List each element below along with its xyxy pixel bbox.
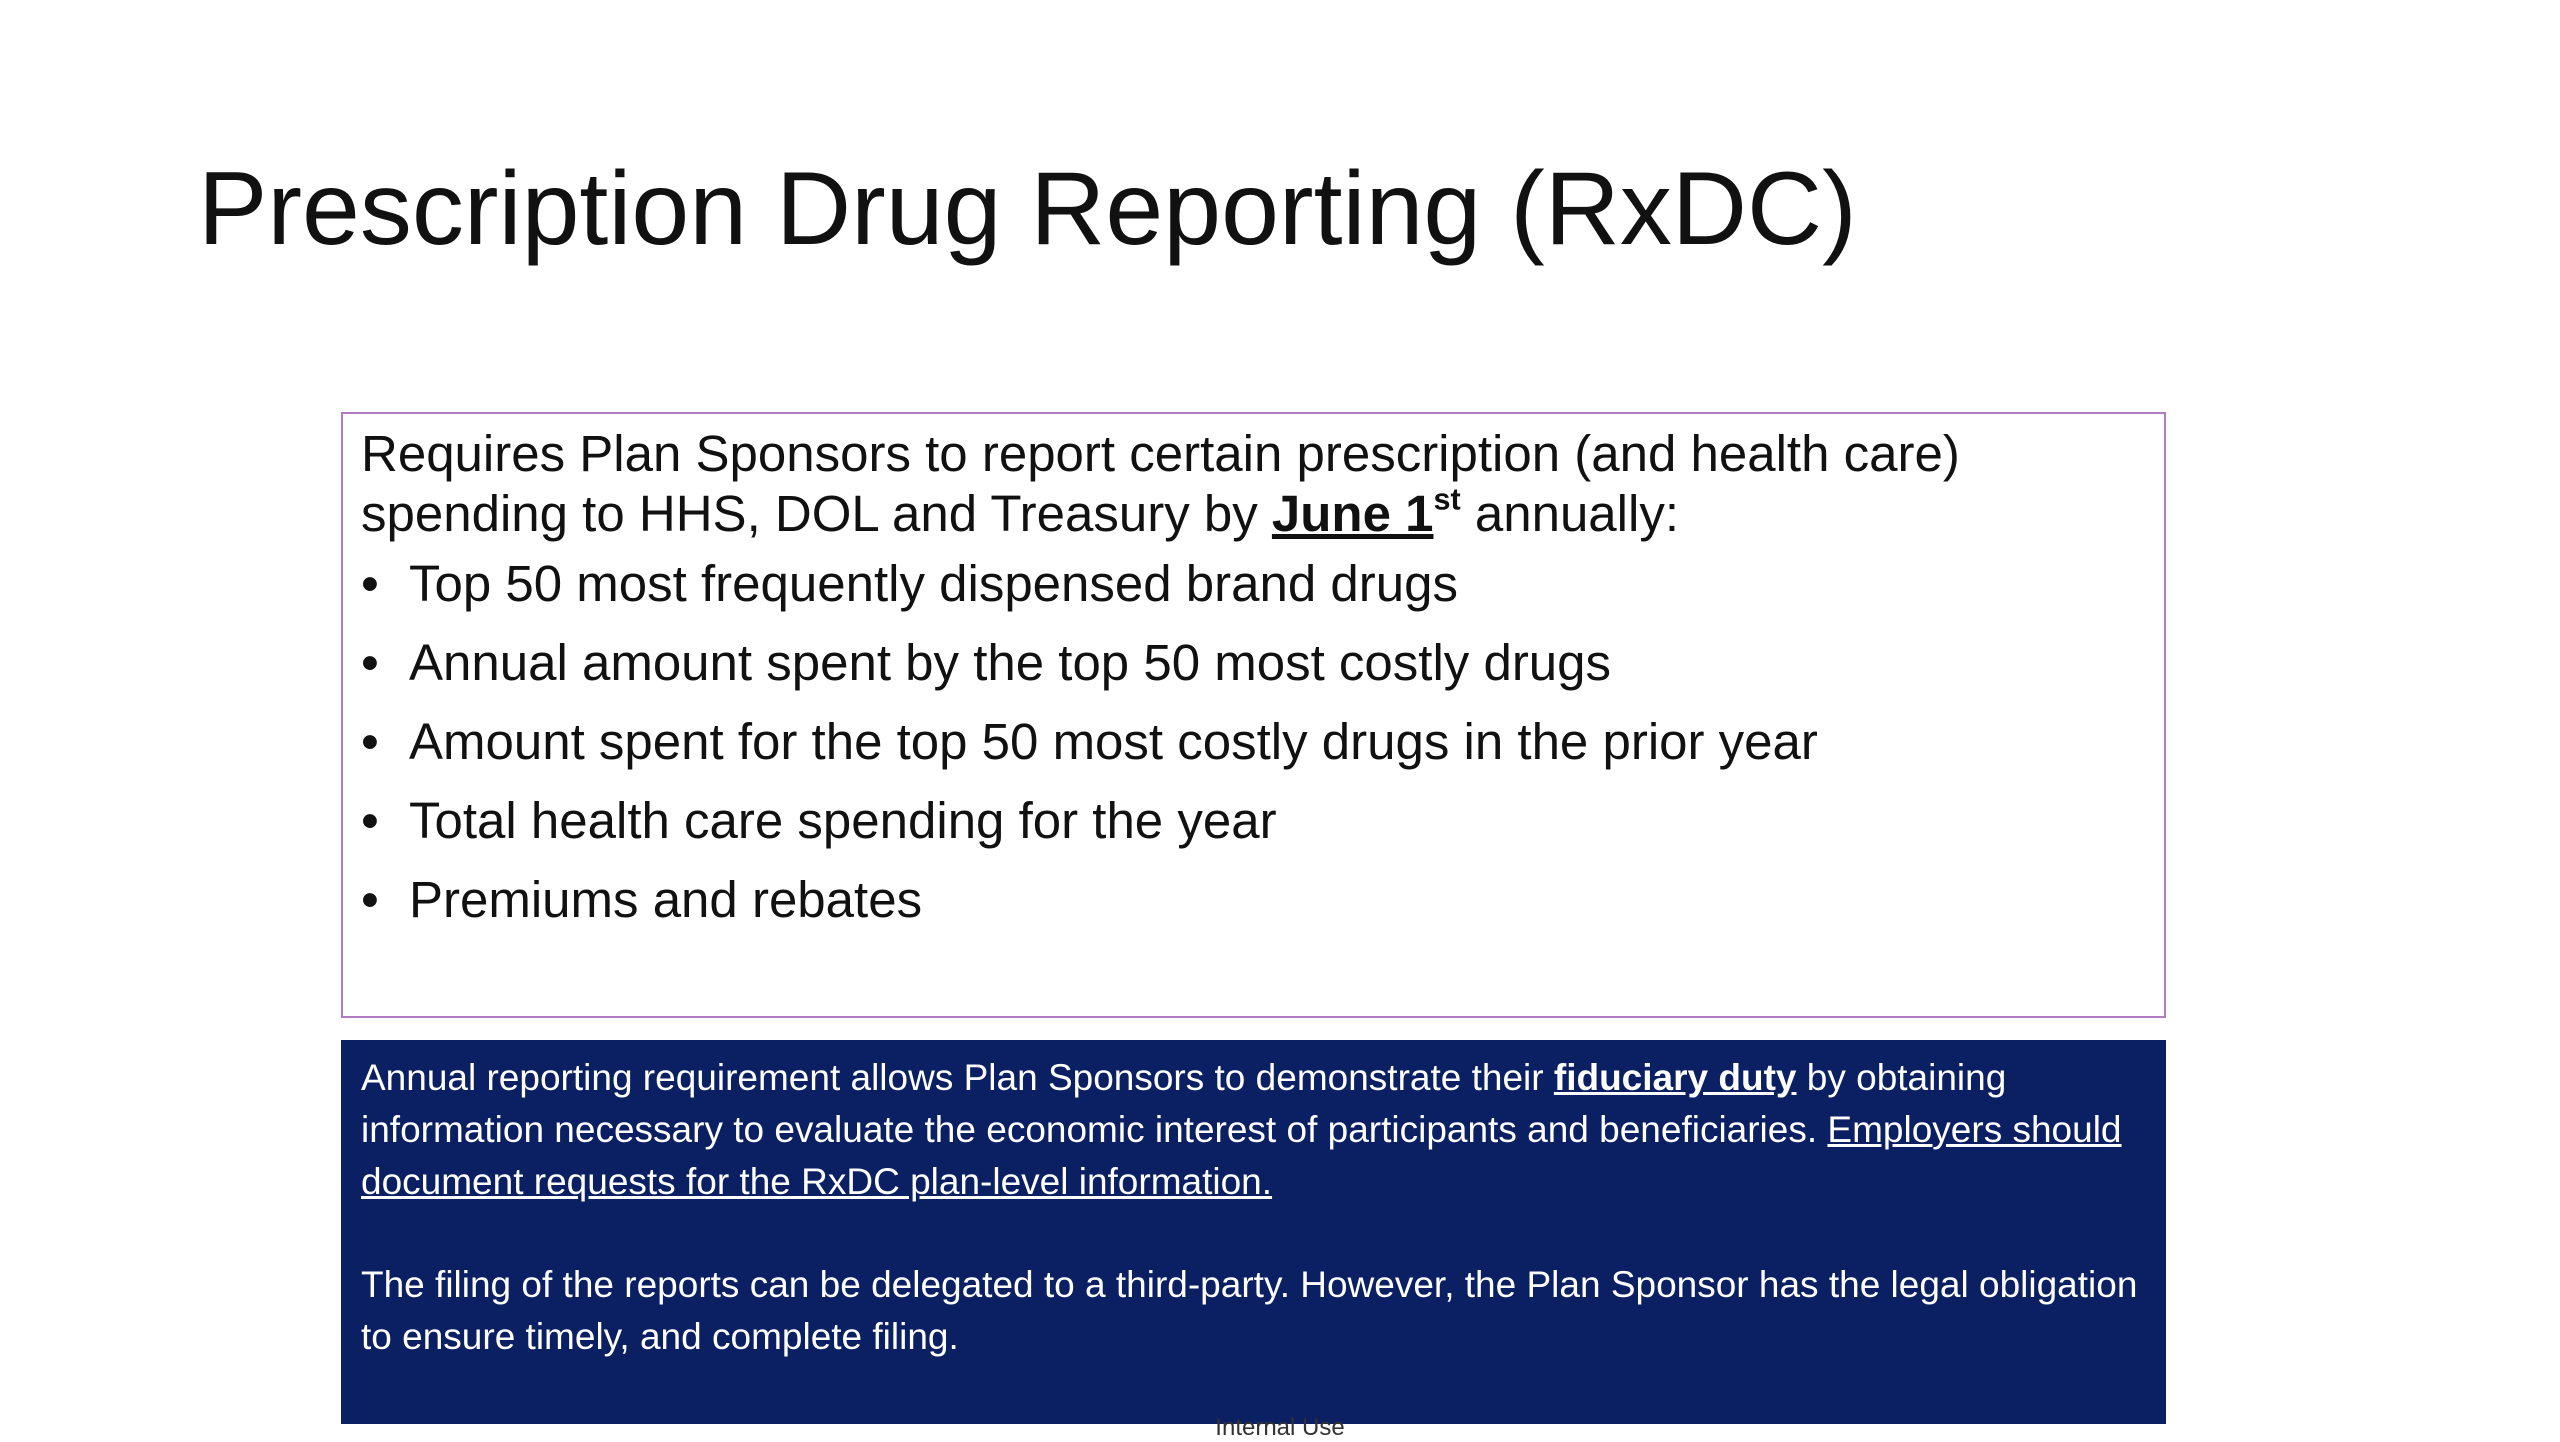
note-text: by obtaining information necessary to ev…	[361, 1057, 2007, 1150]
slide-title: Prescription Drug Reporting (RxDC)	[198, 151, 1857, 267]
bullet-item: Annual amount spent by the top 50 most c…	[361, 637, 2146, 688]
note-emphasis: fiduciary duty	[1553, 1057, 1797, 1098]
bullet-item: Top 50 most frequently dispensed brand d…	[361, 558, 2146, 609]
bullet-list: Top 50 most frequently dispensed brand d…	[361, 558, 2146, 925]
intro-date: June 1	[1271, 485, 1434, 543]
note-text: Annual reporting requirement allows Plan…	[361, 1057, 1554, 1098]
intro: Requires Plan Sponsors to report certain…	[361, 424, 2146, 544]
bullet-item: Total health care spending for the year	[361, 795, 2146, 846]
requirements-box: Requires Plan Sponsors to report certain…	[341, 412, 2166, 1018]
intro-date-suffix: st	[1433, 482, 1461, 517]
intro-end: annually:	[1460, 485, 1680, 543]
bullet-item: Amount spent for the top 50 most costly …	[361, 716, 2146, 767]
footer: Internal Use	[1215, 1414, 1345, 1441]
note-box: Annual reporting requirement allows Plan…	[341, 1040, 2166, 1424]
note-paragraph: Annual reporting requirement allows Plan…	[361, 1052, 2146, 1207]
intro-text: Requires Plan Sponsors to report certain…	[361, 425, 1960, 543]
note-underline: Employers should document requests for t…	[361, 1108, 2122, 1202]
bullet-item: Premiums and rebates	[361, 874, 2146, 925]
note-paragraph: The filing of the reports can be delegat…	[361, 1264, 2138, 1358]
